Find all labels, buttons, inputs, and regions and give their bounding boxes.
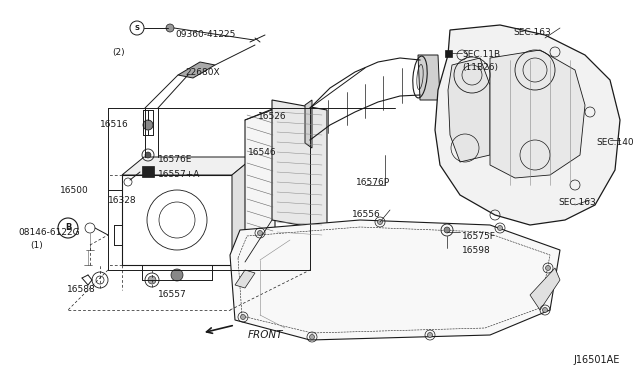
Text: SEC.163: SEC.163	[513, 28, 551, 37]
Polygon shape	[445, 50, 452, 57]
Text: FRONT: FRONT	[248, 330, 284, 340]
Polygon shape	[235, 270, 255, 288]
Text: SEC.140: SEC.140	[596, 138, 634, 147]
Polygon shape	[178, 62, 215, 78]
Circle shape	[543, 308, 547, 312]
Text: S: S	[134, 25, 140, 31]
Polygon shape	[230, 220, 560, 340]
Polygon shape	[530, 268, 560, 310]
Text: 08146-6122G: 08146-6122G	[18, 228, 79, 237]
Polygon shape	[232, 157, 254, 265]
Circle shape	[444, 227, 450, 233]
Text: (1): (1)	[30, 241, 43, 250]
Text: 16576E: 16576E	[158, 155, 193, 164]
Text: 16557+A: 16557+A	[158, 170, 200, 179]
Text: 16576P: 16576P	[356, 178, 390, 187]
Polygon shape	[490, 50, 585, 178]
Text: 16546: 16546	[248, 148, 276, 157]
Circle shape	[428, 333, 433, 337]
Circle shape	[145, 152, 151, 158]
Text: 16556: 16556	[352, 210, 381, 219]
Polygon shape	[435, 25, 620, 225]
Text: J16501AE: J16501AE	[573, 355, 620, 365]
Text: 09360-41225: 09360-41225	[175, 30, 236, 39]
Circle shape	[171, 269, 183, 281]
Circle shape	[148, 276, 156, 284]
Text: (11B26): (11B26)	[462, 63, 498, 72]
Polygon shape	[305, 100, 312, 148]
Text: 22680X: 22680X	[185, 68, 220, 77]
Text: 16328: 16328	[108, 196, 136, 205]
Polygon shape	[418, 55, 440, 100]
Circle shape	[497, 225, 502, 231]
Text: 16526: 16526	[258, 112, 287, 121]
Text: 16575F: 16575F	[462, 232, 496, 241]
Polygon shape	[122, 157, 254, 175]
Text: 16598: 16598	[462, 246, 491, 255]
Text: 16500: 16500	[60, 186, 89, 195]
Text: 16588: 16588	[67, 285, 96, 294]
Polygon shape	[245, 108, 275, 262]
Polygon shape	[272, 100, 327, 230]
Text: 16557: 16557	[158, 290, 187, 299]
Circle shape	[257, 231, 262, 235]
Text: 16516: 16516	[100, 120, 129, 129]
Text: SEC.11B: SEC.11B	[462, 50, 500, 59]
Circle shape	[241, 314, 246, 320]
Text: B: B	[65, 224, 71, 232]
Text: SEC.163: SEC.163	[558, 198, 596, 207]
Circle shape	[545, 266, 550, 270]
Circle shape	[143, 120, 153, 130]
Polygon shape	[142, 166, 154, 177]
Circle shape	[378, 219, 383, 224]
Circle shape	[310, 334, 314, 340]
Circle shape	[166, 24, 174, 32]
Polygon shape	[448, 58, 490, 162]
Text: (2): (2)	[112, 48, 125, 57]
